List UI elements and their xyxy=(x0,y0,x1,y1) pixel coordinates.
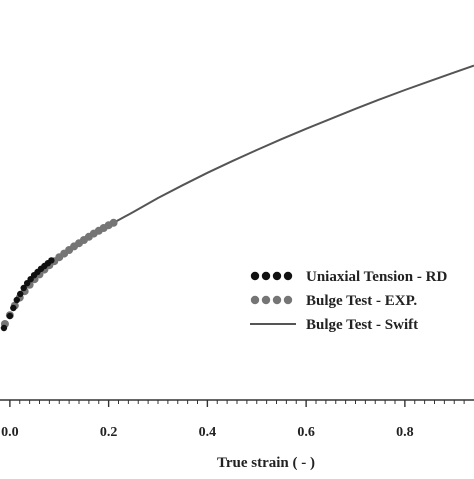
legend-marker-dot xyxy=(261,271,271,281)
bulge-exp-point xyxy=(109,218,118,227)
uniaxial-point xyxy=(13,296,20,304)
legend-marker-dot xyxy=(283,271,293,281)
legend: Uniaxial Tension - RD Bulge Test - EXP. Bu… xyxy=(250,269,447,333)
legend-label: Bulge Test - Swift xyxy=(306,317,418,333)
x-tick-label: 0.2 xyxy=(100,425,118,440)
legend-marker-dot xyxy=(250,271,260,281)
legend-marker-dot xyxy=(283,295,293,305)
uniaxial-point xyxy=(0,324,8,332)
uniaxial-point xyxy=(20,284,27,292)
uniaxial-point xyxy=(17,290,24,298)
x-tick-label: 0.6 xyxy=(297,425,315,440)
legend-marker-dot xyxy=(250,295,260,305)
series-line-swift xyxy=(113,64,474,224)
x-axis-title: True strain ( - ) xyxy=(217,455,315,471)
legend-marker-dot xyxy=(272,295,282,305)
uniaxial-point xyxy=(6,312,14,320)
legend-label: Uniaxial Tension - RD xyxy=(306,269,447,285)
legend-marker-dot xyxy=(272,271,282,281)
x-tick-label: 0.4 xyxy=(199,425,217,440)
marks-group xyxy=(0,64,474,332)
x-tick-label: 0.0 xyxy=(1,425,19,440)
uniaxial-point xyxy=(48,257,55,264)
uniaxial-point xyxy=(10,304,17,312)
axes-group: 0.0 0.2 0.4 0.6 0.8 xyxy=(0,399,474,440)
x-tick-label: 0.8 xyxy=(396,425,414,440)
legend-label: Bulge Test - EXP. xyxy=(306,293,417,309)
legend-marker-dot xyxy=(261,295,271,305)
